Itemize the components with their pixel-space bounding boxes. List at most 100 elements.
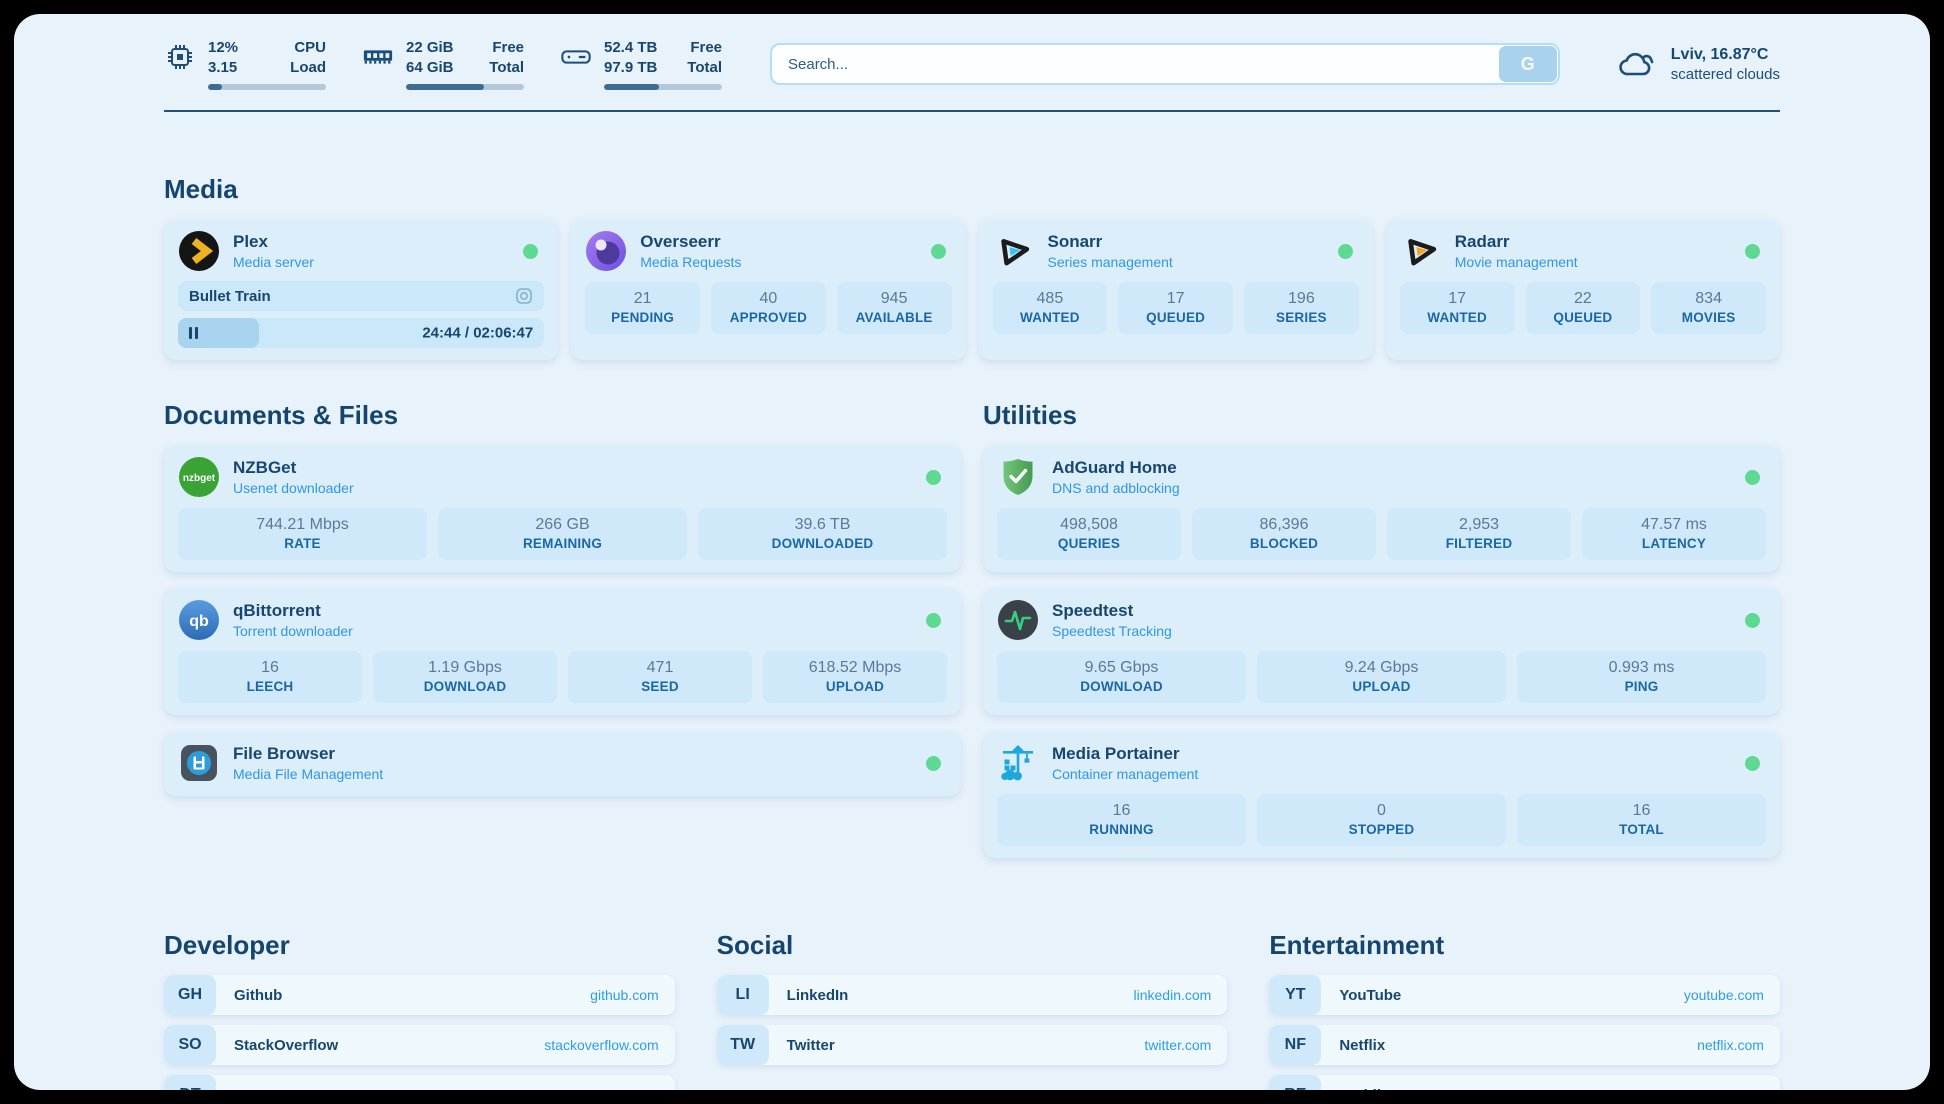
stat-box: 22 QUEUED [1525,282,1641,334]
link-netflix[interactable]: NF Netflix netflix.com [1269,1025,1780,1065]
stat-box: 485 WANTED [992,282,1108,334]
stat-box: 16 TOTAL [1517,794,1766,846]
stat-box: 0.993 ms PING [1517,651,1766,703]
now-playing-title: Bullet Train [189,287,271,305]
stat-label: DOWNLOADED [771,536,874,551]
link-youtube[interactable]: YT YouTube youtube.com [1269,975,1780,1015]
media-section: Media Plex Media server [164,174,1780,360]
entertainment-group-title: Entertainment [1269,930,1445,960]
stat-box: 47.57 ms LATENCY [1582,508,1766,560]
qbittorrent-card[interactable]: qb qBittorrent Torrent downloader [164,588,961,715]
service-subtitle: Container management [1052,766,1199,782]
social-group-title: Social [716,930,794,960]
overseerr-card[interactable]: Overseerr Media Requests 21 PENDING 40 A… [571,219,966,360]
stat-box: 498,508 QUERIES [997,508,1181,560]
plex-icon [178,230,220,272]
stat-value: 9.65 Gbps [1084,659,1159,676]
stat-value: 744.21 Mbps [256,516,349,533]
service-name: Radarr [1454,232,1510,251]
link-name: YouTube [1339,986,1402,1004]
nzbget-icon: nzbget [178,456,220,498]
cpu-stat: 12% 3.15 CPU Load [164,38,326,90]
utilities-section: Utilities [983,400,1780,858]
stat-box: 2,953 FILTERED [1387,508,1571,560]
stat-label: QUERIES [1057,536,1121,551]
search-engine-button[interactable]: G [1498,46,1557,82]
filebrowser-card[interactable]: File Browser Media File Management [164,731,961,796]
link-stackoverflow[interactable]: SO StackOverflow stackoverflow.com [164,1025,675,1065]
stat-label: SERIES [1276,310,1327,325]
stat-label: AVAILABLE [855,310,933,325]
link-url: reddit.com [1699,1087,1764,1090]
stat-label: LEECH [246,679,294,694]
link-url: github.com [590,987,659,1003]
link-name: LinkedIn [786,986,849,1004]
stat-value: 17 [1166,290,1185,307]
stat-label: LATENCY [1641,536,1707,551]
disk-progress-bar [604,84,722,90]
sonarr-icon [993,230,1035,272]
search-input[interactable] [770,43,1560,85]
ram-progress-bar [406,84,524,90]
service-name: NZBGet [233,458,297,477]
developer-group: Developer GH Github github.com SO StackO… [164,930,675,1090]
plex-card[interactable]: Plex Media server Bullet Train [164,219,559,360]
link-github[interactable]: GH Github github.com [164,975,675,1015]
stat-box: 16 RUNNING [997,794,1246,846]
disk-label-2: Total [687,59,722,76]
stat-label: REMAINING [522,536,603,551]
svg-text:nzbget: nzbget [183,473,216,484]
system-stats: 12% 3.15 CPU Load [164,38,722,90]
stat-label: APPROVED [729,310,808,325]
link-linkedin[interactable]: LI LinkedIn linkedin.com [716,975,1228,1015]
cpu-load-value: 3.15 [208,59,238,76]
link-url: stackoverflow.com [544,1037,659,1053]
ram-stat: 22 GiB 64 GiB Free Total [362,38,524,90]
ram-icon [362,41,394,73]
weather-summary: Lviv, 16.87°C [1670,45,1769,63]
speedtest-card[interactable]: Speedtest Speedtest Tracking 9.65 Gbps D… [983,588,1780,715]
link-twitter[interactable]: TW Twitter twitter.com [716,1025,1228,1065]
developer-group-title: Developer [164,930,290,960]
disk-stat: 52.4 TB 97.9 TB Free Total [560,38,722,90]
service-subtitle: Torrent downloader [233,623,353,639]
link-dev[interactable]: DT DEV dev.to [164,1075,675,1090]
now-playing-bar: Bullet Train [178,281,545,311]
radarr-card[interactable]: Radarr Movie management 17 WANTED 22 QUE… [1385,219,1780,360]
service-name: qBittorrent [233,601,321,620]
svg-text:qb: qb [189,613,209,630]
status-dot [1745,243,1760,259]
player-device-icon[interactable] [515,287,533,305]
service-name: AdGuard Home [1052,458,1177,477]
stat-value: 86,396 [1259,516,1309,533]
link-url: twitter.com [1144,1037,1212,1053]
social-group: Social LI LinkedIn linkedin.com TW Twitt… [716,930,1228,1090]
status-dot [926,469,941,485]
cpu-label-1: CPU [294,39,326,56]
stat-box: 9.65 Gbps DOWNLOAD [997,651,1246,703]
stat-value: 945 [880,290,908,307]
service-subtitle: Media File Management [233,766,384,782]
service-name: Sonarr [1047,232,1103,251]
stat-box: 86,396 BLOCKED [1192,508,1376,560]
link-abbr: TW [716,1025,769,1065]
portainer-card[interactable]: Media Portainer Container management 16 … [983,731,1780,858]
stat-box: 945 AVAILABLE [836,282,952,334]
disk-total-value: 97.9 TB [604,59,658,76]
stat-value: 47.57 ms [1641,516,1707,533]
status-dot [1745,612,1760,628]
stat-value: 196 [1288,290,1315,307]
stat-value: 2,953 [1458,516,1500,533]
disk-label-1: Free [690,39,722,56]
link-reddit[interactable]: RE Reddit reddit.com [1269,1075,1780,1090]
nzbget-card[interactable]: nzbget NZBGet Usenet downloader 74 [164,445,961,572]
adguard-card[interactable]: AdGuard Home DNS and adblocking 498,508 … [983,445,1780,572]
stat-label: PENDING [611,310,675,325]
stat-value: 22 [1573,290,1592,307]
disk-icon [560,41,592,73]
sonarr-card[interactable]: Sonarr Series management 485 WANTED 17 Q… [978,219,1373,360]
search-container: G [770,43,1560,85]
link-name: Github [234,986,283,1004]
link-abbr: DT [164,1075,216,1090]
speedtest-icon [997,599,1039,641]
